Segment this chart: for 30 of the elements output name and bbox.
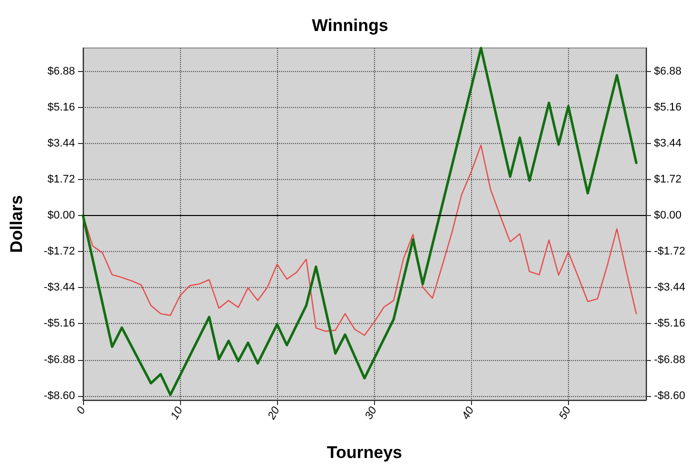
y2-tick-label: -$5.16 bbox=[654, 318, 686, 330]
y2-tick-label: $0.00 bbox=[654, 210, 682, 222]
chart-title: Winnings bbox=[312, 16, 388, 35]
y2-tick-label: -$6.88 bbox=[654, 354, 686, 366]
y-tick-label: -$1.72 bbox=[44, 246, 75, 258]
y-tick-label: $5.16 bbox=[47, 102, 75, 114]
x-axis-title: Tourneys bbox=[326, 443, 402, 462]
y2-tick-label: -$1.72 bbox=[654, 246, 686, 258]
x-tick-label: 30 bbox=[362, 404, 380, 422]
x-tick-label: 20 bbox=[265, 404, 283, 422]
y2-tick-label: -$3.44 bbox=[654, 282, 686, 294]
y-tick-label: -$8.60 bbox=[44, 390, 75, 402]
y-tick-label: -$6.88 bbox=[44, 354, 75, 366]
y-tick-label: $3.44 bbox=[47, 138, 75, 150]
y-tick-label: -$5.16 bbox=[44, 318, 75, 330]
y2-tick-label: $3.44 bbox=[654, 138, 682, 150]
y2-tick-label: -$8.60 bbox=[654, 390, 686, 402]
y2-tick-label: $5.16 bbox=[654, 102, 682, 114]
x-tick-label: 10 bbox=[168, 404, 186, 422]
y-tick-label: -$3.44 bbox=[44, 282, 75, 294]
x-tick-label: 0 bbox=[74, 404, 89, 416]
line-series bbox=[82, 46, 638, 396]
y-tick-label: $6.88 bbox=[47, 65, 75, 78]
x-tick-label: 50 bbox=[557, 404, 574, 422]
y-axis-title: Dollars bbox=[7, 195, 26, 253]
y-tick-label: $1.72 bbox=[47, 174, 75, 186]
y2-tick-label: $6.88 bbox=[654, 65, 682, 78]
y2-tick-label: $1.72 bbox=[654, 174, 682, 186]
y-tick-label: $0.00 bbox=[47, 210, 75, 222]
x-tick-label: 40 bbox=[460, 404, 477, 422]
